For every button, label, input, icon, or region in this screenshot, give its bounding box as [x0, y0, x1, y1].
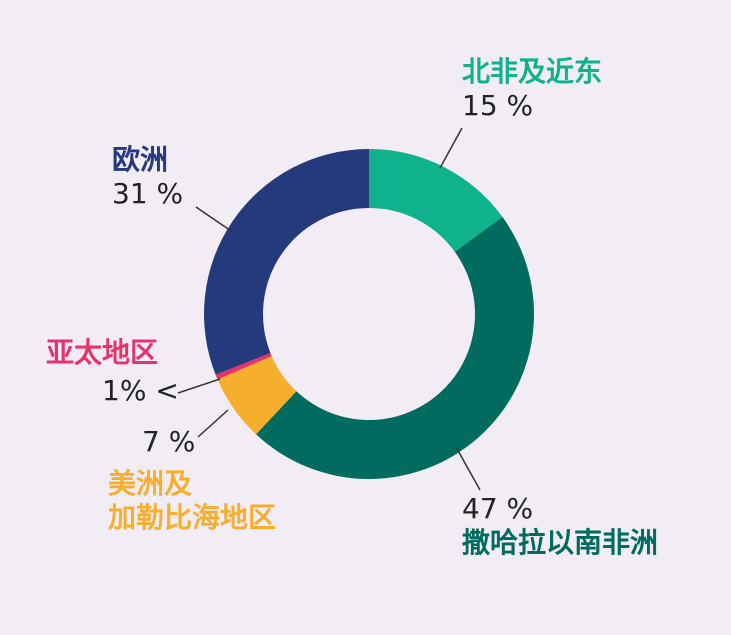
label-americas: 美洲及 加勒比海地区 — [108, 467, 276, 534]
label-europe: 欧洲 31 % — [112, 143, 183, 210]
slice-name-americas-line2: 加勒比海地区 — [108, 500, 277, 534]
slice-value-asia-pacific: 1% < — [102, 374, 179, 407]
slice-sub-saharan-africa — [256, 217, 534, 479]
leader-line-asia-pacific — [177, 378, 221, 394]
label-north-africa: 北非及近东 15 % — [462, 55, 602, 122]
label-asia-pacific: 亚太地区 — [46, 336, 158, 370]
slice-name-north-africa: 北非及近东 — [462, 55, 603, 88]
leader-line-north-africa — [439, 127, 463, 169]
slice-name-americas-line1: 美洲及 — [108, 467, 193, 500]
slice-north-africa — [369, 149, 503, 252]
slice-name-asia-pacific: 亚太地区 — [46, 336, 159, 369]
slice-americas — [217, 356, 297, 435]
slice-value-north-africa: 15 % — [462, 88, 534, 122]
slice-value-europe: 31 % — [112, 176, 184, 210]
slice-name-sub-saharan-africa: 撒哈拉以南非洲 — [462, 525, 659, 559]
slice-europe — [204, 149, 369, 375]
slice-asia-pacific — [215, 353, 272, 380]
leader-line-europe — [195, 206, 235, 234]
slice-value-sub-saharan-africa: 47 % — [462, 492, 534, 525]
slice-name-europe: 欧洲 — [112, 143, 169, 176]
label-sub-saharan-africa: 47 % 撒哈拉以南非洲 — [462, 492, 658, 559]
leader-line-sub-saharan-africa — [455, 446, 481, 491]
slice-value-americas: 7 % — [142, 425, 196, 458]
leader-line-americas — [197, 409, 229, 438]
